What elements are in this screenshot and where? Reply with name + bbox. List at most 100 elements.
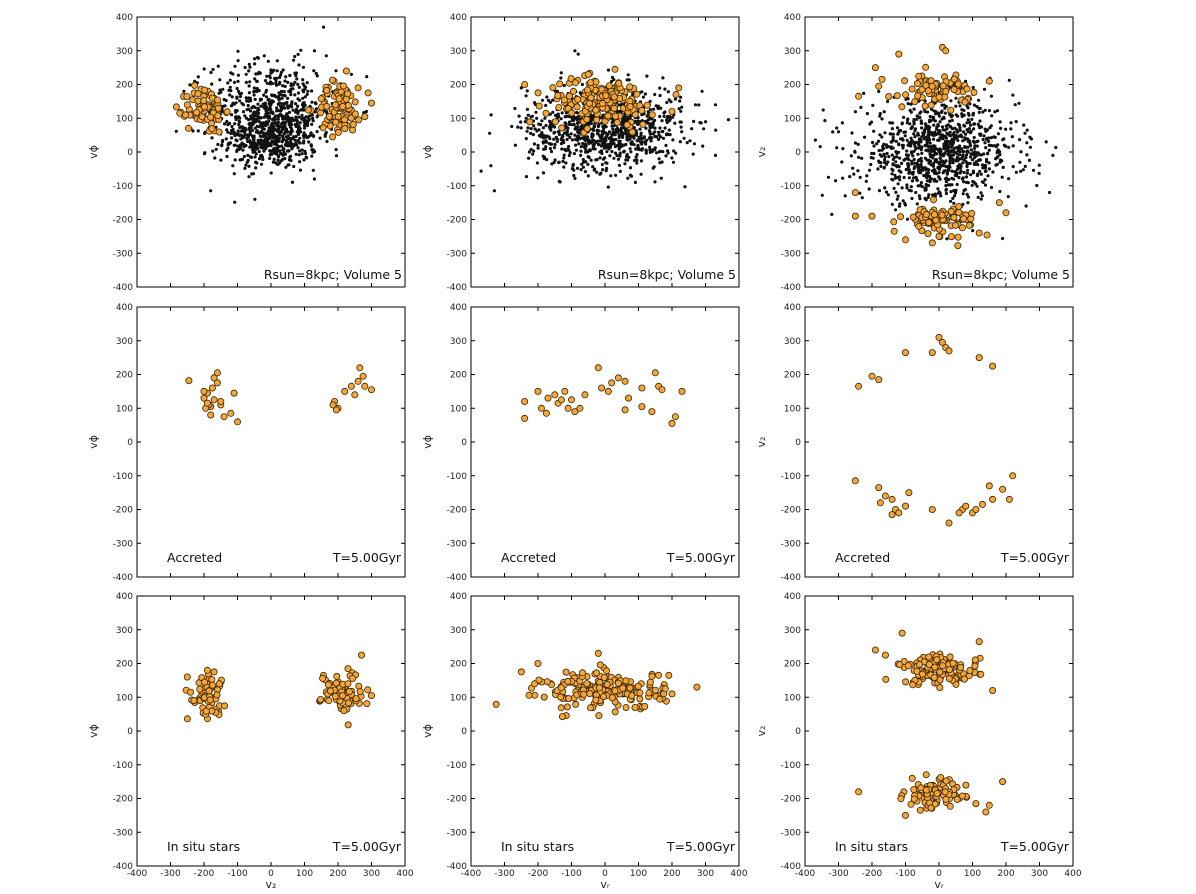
field-star-point: [930, 169, 935, 173]
field-star-point: [262, 93, 266, 97]
x-tick-label: 400: [730, 869, 747, 879]
selected-star-point: [919, 670, 927, 678]
field-star-point: [671, 115, 675, 119]
field-star-point: [618, 151, 622, 155]
selected-star-point: [534, 387, 542, 395]
selected-star-point: [316, 109, 324, 117]
field-star-point: [1004, 127, 1008, 131]
field-star-point: [559, 71, 563, 75]
selected-star-point: [525, 691, 533, 699]
field-star-point: [256, 55, 260, 60]
panel-points: [492, 649, 701, 721]
field-star-point: [909, 136, 913, 140]
field-star-point: [920, 135, 924, 139]
y-tick-label: 100: [784, 693, 801, 703]
field-star-point: [947, 168, 951, 172]
field-star-point: [923, 186, 927, 190]
field-star-point: [925, 136, 929, 140]
field-star-point: [980, 163, 985, 167]
field-star-point: [726, 118, 731, 122]
field-star-point: [998, 153, 1002, 157]
field-star-point: [949, 139, 953, 143]
scatter-panel: -400-400-300-300-200-200-100-10000100100…: [755, 592, 1082, 891]
selected-star-point: [344, 665, 352, 673]
selected-star-point: [331, 101, 339, 109]
field-star-point: [236, 73, 240, 77]
field-star-point: [607, 130, 612, 134]
selected-star-point: [202, 707, 210, 715]
selected-star-point: [213, 691, 221, 699]
field-star-point: [259, 145, 263, 149]
selected-star-point: [619, 684, 627, 692]
field-star-point: [287, 120, 291, 124]
selected-star-point: [323, 86, 331, 94]
field-star-point: [300, 148, 304, 152]
field-star-point: [610, 75, 615, 80]
field-star-point: [202, 67, 206, 71]
field-star-point: [525, 89, 529, 93]
field-star-point: [648, 99, 652, 103]
field-star-point: [620, 120, 624, 124]
field-star-point: [660, 130, 664, 134]
field-star-point: [249, 117, 253, 121]
selected-star-point: [215, 128, 223, 136]
field-star-point: [269, 129, 273, 133]
field-star-point: [303, 126, 307, 130]
field-star-point: [918, 115, 922, 119]
field-star-point: [982, 134, 986, 138]
field-star-point: [562, 140, 566, 144]
field-star-point: [281, 68, 285, 72]
field-star-point: [915, 117, 919, 121]
x-tick-label: -100: [561, 869, 582, 879]
field-star-point: [912, 107, 916, 111]
field-star-point: [604, 161, 608, 165]
field-star-point: [941, 154, 945, 158]
field-star-point: [243, 65, 247, 70]
field-star-point: [241, 125, 245, 129]
field-star-point: [286, 134, 290, 138]
field-star-point: [1025, 153, 1029, 157]
field-star-point: [248, 109, 253, 113]
y-tick-label: 200: [784, 371, 801, 381]
selected-star-point: [631, 704, 639, 712]
selected-star-point: [567, 75, 575, 83]
x-tick-label: -100: [895, 869, 916, 879]
field-star-point: [243, 166, 247, 170]
field-star-point: [978, 119, 982, 123]
field-star-point: [974, 151, 978, 155]
x-tick-label: 0: [268, 869, 274, 879]
field-star-point: [286, 96, 290, 100]
y-tick-label: 200: [450, 81, 467, 91]
selected-star-point: [927, 101, 935, 109]
selected-star-point: [213, 379, 221, 387]
field-star-point: [867, 187, 871, 191]
field-star-point: [653, 134, 657, 138]
x-tick-label: 200: [663, 869, 680, 879]
field-star-point: [899, 129, 903, 133]
field-star-point: [252, 86, 256, 90]
selected-star-point: [904, 662, 912, 670]
selected-star-point: [549, 84, 557, 92]
field-star-point: [860, 196, 864, 200]
field-star-point: [532, 142, 537, 146]
selected-star-point: [927, 77, 935, 85]
selected-star-point: [542, 109, 550, 117]
selected-star-point: [936, 676, 944, 684]
field-star-point: [302, 131, 306, 135]
field-star-point: [222, 122, 227, 126]
x-tick-label: 200: [997, 869, 1014, 879]
field-star-point: [665, 116, 669, 120]
field-star-point: [253, 77, 257, 81]
field-star-point: [958, 171, 962, 175]
field-star-point: [274, 79, 278, 83]
y-tick-label: 400: [784, 13, 801, 23]
field-star-point: [922, 173, 926, 178]
field-star-point: [549, 142, 553, 146]
field-star-point: [1001, 236, 1005, 241]
field-star-point: [971, 85, 975, 90]
field-star-point: [624, 158, 628, 162]
field-star-point: [850, 131, 854, 135]
field-star-point: [602, 146, 607, 150]
selected-star-point: [955, 208, 963, 216]
